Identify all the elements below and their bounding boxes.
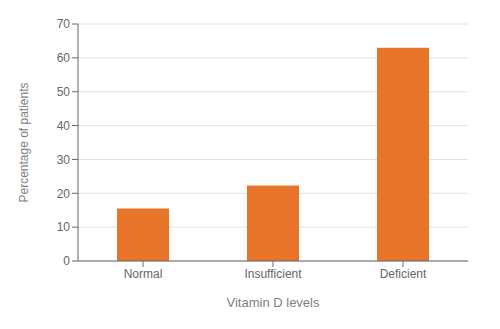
svg-text:60: 60 (57, 51, 71, 65)
svg-text:0: 0 (63, 254, 70, 268)
svg-text:Deficient: Deficient (380, 267, 427, 281)
svg-text:Percentage of patients: Percentage of patients (17, 82, 31, 202)
svg-text:20: 20 (57, 187, 71, 201)
svg-text:30: 30 (57, 153, 71, 167)
svg-text:Normal: Normal (124, 267, 163, 281)
svg-text:40: 40 (57, 119, 71, 133)
svg-text:Insufficient: Insufficient (244, 267, 302, 281)
svg-text:10: 10 (57, 220, 71, 234)
svg-text:50: 50 (57, 85, 71, 99)
svg-text:Vitamin D levels: Vitamin D levels (227, 295, 320, 310)
svg-text:70: 70 (57, 17, 71, 31)
